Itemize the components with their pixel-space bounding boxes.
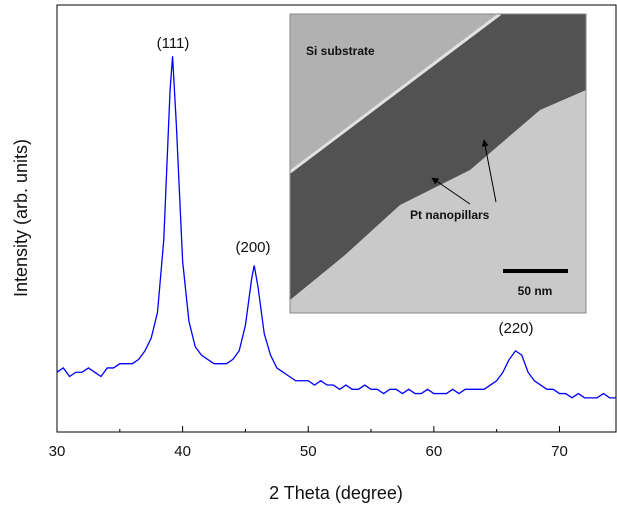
arrow (481, 139, 497, 203)
peak-annotation: (111) (157, 35, 190, 52)
pillar-label: Pt nanopillars (410, 208, 490, 222)
scale-label: 50 nm (518, 284, 553, 298)
x-axis-title: 2 Theta (degree) (269, 483, 403, 503)
arrow (431, 177, 471, 205)
x-tick-label: 70 (551, 443, 568, 460)
inset-border (289, 13, 587, 314)
x-tick-label: 40 (174, 443, 191, 460)
inset-image: Si substrate Pt nanopillars 50 nm (289, 12, 587, 314)
plot-frame (56, 4, 617, 433)
interface-line (289, 12, 501, 174)
y-axis-title: Intensity (arb. units) (11, 139, 31, 297)
plot-area (56, 56, 616, 399)
x-tick-label: 60 (426, 443, 443, 460)
x-tick-label: 30 (49, 443, 66, 460)
peak-annotation: (200) (235, 239, 270, 256)
data-line (56, 56, 616, 399)
peak-annotation: (220) (498, 320, 533, 337)
pillar-band (290, 14, 586, 300)
substrate-label: Si substrate (306, 44, 375, 58)
x-tick-label: 50 (300, 443, 317, 460)
